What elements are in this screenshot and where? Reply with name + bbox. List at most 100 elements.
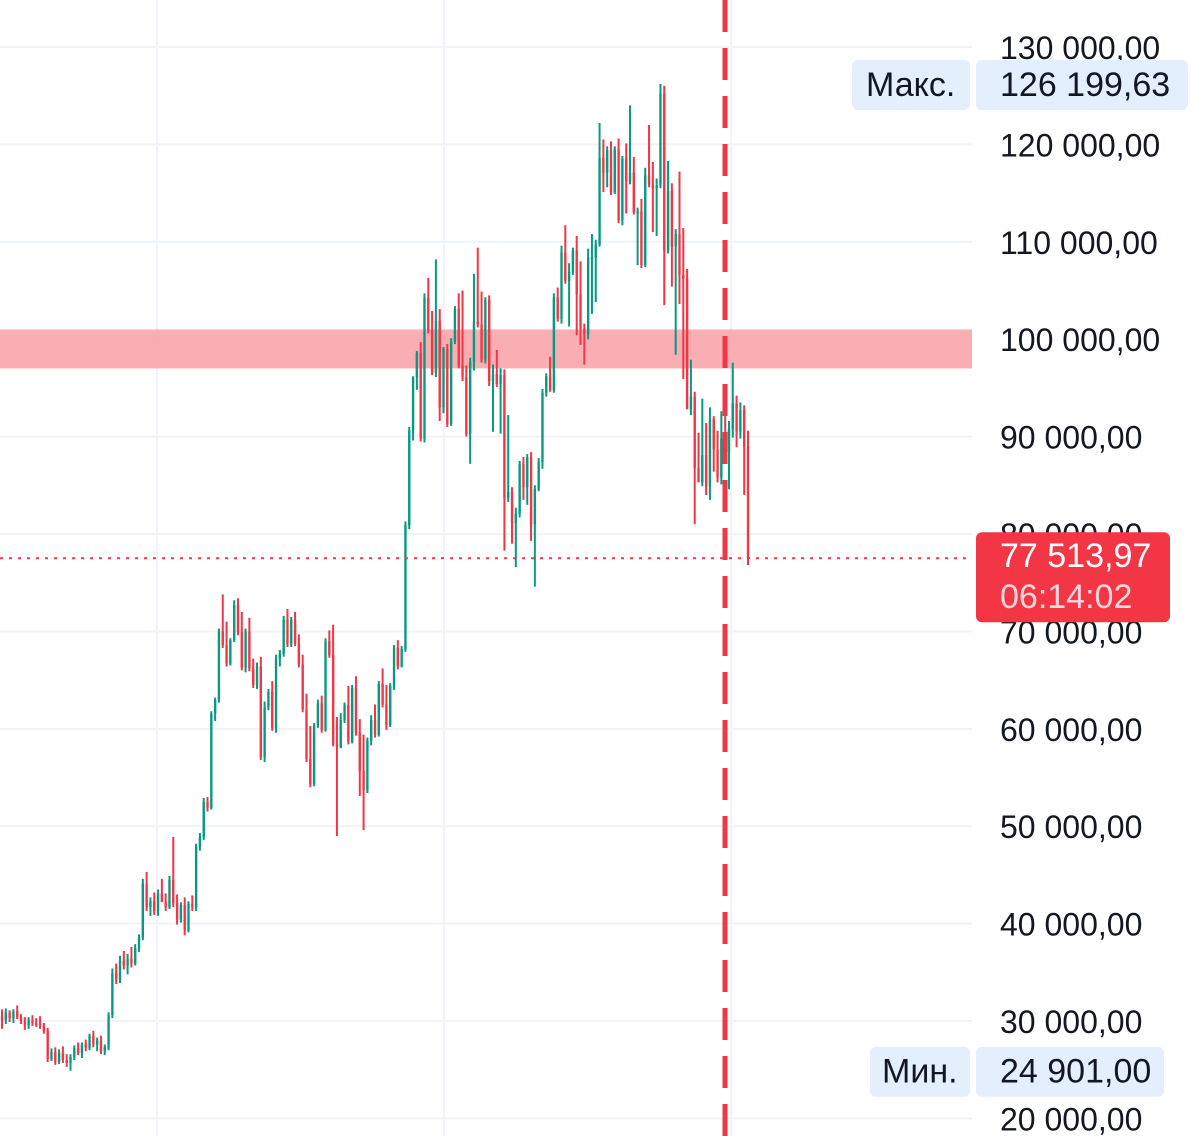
candle — [198, 833, 202, 851]
candle-body — [666, 191, 670, 251]
candle-body — [331, 654, 335, 745]
candle-body — [206, 801, 209, 808]
candle — [206, 797, 209, 812]
candle — [609, 141, 613, 196]
candle-body — [663, 93, 666, 251]
candle — [704, 422, 708, 496]
candle — [552, 293, 556, 393]
candle — [434, 259, 438, 378]
candle — [739, 402, 742, 439]
candle — [716, 430, 719, 483]
candle — [461, 290, 464, 382]
candle-body — [427, 298, 430, 331]
candle-body — [366, 740, 369, 791]
candle — [499, 368, 502, 434]
min-value: 24 901,00 — [1000, 1053, 1151, 1091]
candle — [689, 359, 693, 416]
candle-body — [693, 396, 696, 468]
candle — [697, 432, 700, 483]
y-tick-label: 50 000,00 — [1000, 809, 1142, 845]
candle — [480, 291, 483, 363]
candle — [217, 628, 221, 703]
candle-body — [23, 1021, 27, 1025]
candle-body — [522, 463, 525, 488]
candle — [438, 308, 441, 422]
candle — [320, 695, 323, 733]
candle — [305, 693, 308, 762]
candle — [160, 878, 164, 903]
candle — [545, 373, 548, 397]
current-price-tag: 77 513,97 06:14:02 — [976, 532, 1170, 623]
candle-body — [727, 428, 731, 453]
candle — [522, 457, 525, 500]
candle — [533, 485, 537, 587]
candle-body — [701, 455, 704, 483]
candle — [647, 124, 651, 188]
candle — [446, 344, 449, 427]
candle — [537, 458, 540, 492]
candle-body — [613, 149, 616, 193]
candle — [659, 83, 662, 189]
candle — [339, 713, 342, 749]
candle-body — [434, 320, 438, 373]
candle — [529, 452, 533, 541]
candle — [381, 668, 384, 708]
y-tick-label: 100 000,00 — [1000, 322, 1160, 358]
horizontal-gridlines — [0, 45, 972, 1120]
candle — [274, 654, 278, 733]
candle — [76, 1042, 80, 1056]
candle-body — [503, 375, 506, 498]
candle — [632, 157, 635, 215]
candle — [0, 1009, 4, 1029]
candle-body — [240, 632, 243, 668]
candle-body — [446, 348, 449, 424]
candle-body — [305, 709, 308, 760]
candle-body — [293, 619, 297, 644]
candle-body — [221, 631, 224, 646]
candle-body — [583, 328, 586, 334]
candle-body — [480, 324, 483, 360]
candle-body — [594, 244, 597, 258]
candle — [503, 369, 506, 551]
candle-body — [495, 374, 498, 384]
candlestick-series — [0, 83, 750, 1071]
min-value-background — [976, 1046, 1164, 1097]
candle-body — [84, 1044, 87, 1048]
candle-body — [739, 410, 742, 432]
candle-body — [194, 846, 198, 908]
candle-body — [134, 948, 137, 964]
max-tag: Макс. 126 199,63 — [852, 59, 1188, 110]
candle — [666, 160, 670, 254]
candle-body — [685, 278, 689, 410]
candle — [373, 704, 377, 738]
candle-body — [282, 619, 285, 654]
candle — [442, 346, 445, 414]
candle-body — [236, 605, 240, 633]
candle — [263, 701, 266, 762]
candle — [156, 889, 160, 916]
candle — [61, 1046, 65, 1063]
candle-body — [708, 419, 712, 487]
candle — [88, 1033, 91, 1051]
candle — [651, 161, 655, 233]
candle-body — [88, 1035, 91, 1048]
candle-body — [548, 376, 552, 390]
candle — [236, 598, 240, 636]
candle-body — [35, 1023, 38, 1026]
candle-body — [526, 457, 529, 488]
candle-body — [122, 960, 125, 966]
candle-body — [438, 320, 441, 408]
candle-body — [153, 901, 156, 911]
candle-body — [343, 705, 346, 721]
candle — [423, 293, 426, 443]
candle — [130, 947, 133, 968]
candle-body — [586, 257, 590, 334]
candle — [636, 207, 639, 266]
candle — [187, 901, 190, 933]
candle-body — [297, 643, 301, 665]
candle — [392, 645, 396, 690]
candle-body — [389, 685, 392, 725]
max-label: Макс. — [866, 66, 955, 104]
candle — [465, 365, 468, 437]
